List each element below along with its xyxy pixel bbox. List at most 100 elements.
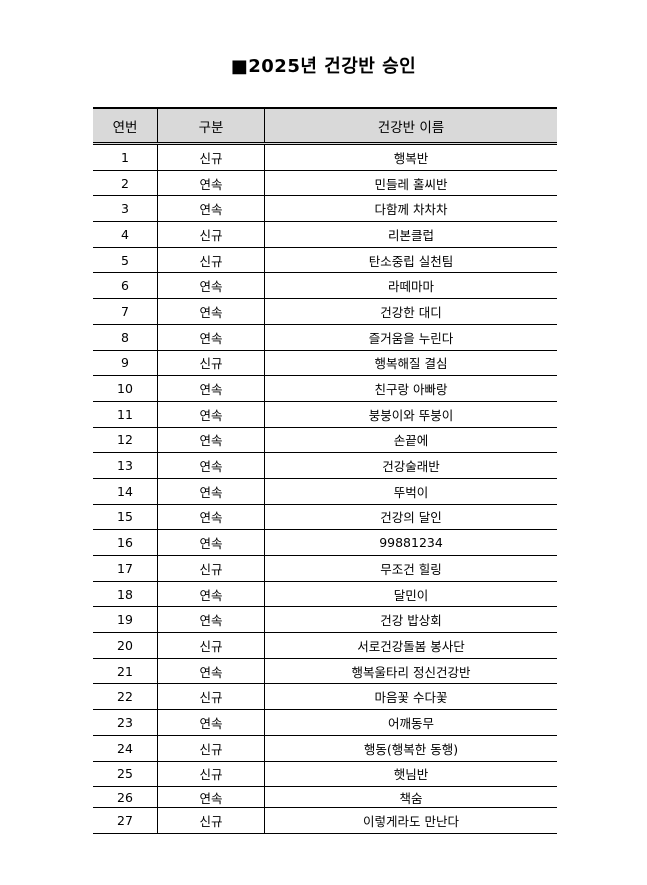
row-number: 26: [93, 786, 158, 809]
table-row: 8 연속 즐거움을 누린다: [93, 324, 557, 351]
row-number: 3: [93, 195, 158, 223]
row-type: 연속: [157, 504, 265, 531]
table-row: 20 신규 서로건강돌봄 봉사단: [93, 632, 557, 659]
row-number: 11: [93, 401, 158, 428]
table-row: 10 연속 친구랑 아빠랑: [93, 375, 557, 402]
table-row: 19 연속 건강 밥상회: [93, 606, 557, 634]
header-name: 건강반 이름: [264, 107, 557, 145]
row-name: 달민이: [264, 581, 557, 608]
row-number: 1: [93, 143, 158, 171]
row-name: 행동(행복한 동행): [264, 735, 557, 762]
row-type: 신규: [157, 143, 265, 171]
row-number: 17: [93, 555, 158, 582]
table-row: 7 연속 건강한 대디: [93, 298, 557, 325]
table-row: 11 연속 붕붕이와 뚜붕이: [93, 401, 557, 428]
row-name: 건강 밥상회: [264, 606, 557, 634]
table-row: 12 연속 손끝에: [93, 427, 557, 454]
row-name: 뚜벅이: [264, 478, 557, 505]
row-number: 2: [93, 170, 158, 197]
table-row: 22 신규 마음꽃 수다꽃: [93, 683, 557, 711]
row-name: 무조건 힐링: [264, 555, 557, 582]
row-number: 24: [93, 735, 158, 762]
row-name: 친구랑 아빠랑: [264, 375, 557, 402]
row-type: 신규: [157, 555, 265, 582]
row-number: 9: [93, 350, 158, 377]
row-type: 신규: [157, 735, 265, 762]
table-row: 2 연속 민들레 홀씨반: [93, 170, 557, 197]
row-number: 21: [93, 658, 158, 685]
table-row: 13 연속 건강술래반: [93, 452, 557, 479]
table-row: 18 연속 달민이: [93, 581, 557, 608]
row-type: 연속: [157, 170, 265, 197]
row-number: 16: [93, 529, 158, 556]
table-row: 5 신규 탄소중립 실천팀: [93, 247, 557, 274]
table-row: 4 신규 리본클럽: [93, 221, 557, 248]
row-name: 서로건강돌봄 봉사단: [264, 632, 557, 659]
row-name: 햇님반: [264, 761, 557, 788]
row-number: 7: [93, 298, 158, 325]
row-type: 연속: [157, 658, 265, 685]
row-type: 연속: [157, 375, 265, 402]
table-row: 6 연속 라떼마마: [93, 272, 557, 300]
row-number: 6: [93, 272, 158, 300]
row-name: 행복울타리 정신건강반: [264, 658, 557, 685]
row-number: 18: [93, 581, 158, 608]
row-name: 이렇게라도 만난다: [264, 807, 557, 834]
row-type: 연속: [157, 324, 265, 351]
table-row: 14 연속 뚜벅이: [93, 478, 557, 505]
row-name: 어깨동무: [264, 709, 557, 736]
row-number: 13: [93, 452, 158, 479]
row-number: 20: [93, 632, 158, 659]
row-number: 14: [93, 478, 158, 505]
table-header: 연번 구분 건강반 이름: [93, 107, 557, 145]
row-name: 붕붕이와 뚜붕이: [264, 401, 557, 428]
row-type: 연속: [157, 427, 265, 454]
row-name: 즐거움을 누린다: [264, 324, 557, 351]
table-row: 27 신규 이렇게라도 만난다: [93, 807, 557, 834]
table-row: 1 신규 행복반: [93, 143, 557, 171]
row-number: 23: [93, 709, 158, 736]
row-type: 연속: [157, 478, 265, 505]
page-title: ■2025년 건강반 승인: [230, 56, 417, 77]
row-number: 19: [93, 606, 158, 634]
row-name: 다함께 차차차: [264, 195, 557, 223]
approval-table: 연번 구분 건강반 이름 1 신규 행복반 2 연속 민들레 홀씨반 3 연속 다함께 차차차 4…: [93, 107, 557, 834]
table-row: 25 신규 햇님반: [93, 761, 557, 788]
row-type: 연속: [157, 709, 265, 736]
table-row: 24 신규 행동(행복한 동행): [93, 735, 557, 762]
row-type: 연속: [157, 786, 265, 809]
table-row: 17 신규 무조건 힐링: [93, 555, 557, 582]
row-type: 연속: [157, 452, 265, 479]
row-number: 22: [93, 683, 158, 711]
table-row: 26 연속 책숨: [93, 786, 557, 809]
table-row: 23 연속 어깨동무: [93, 709, 557, 736]
table-row: 21 연속 행복울타리 정신건강반: [93, 658, 557, 685]
row-type: 연속: [157, 272, 265, 300]
row-number: 27: [93, 807, 158, 834]
row-name: 마음꽃 수다꽃: [264, 683, 557, 711]
row-type: 신규: [157, 350, 265, 377]
row-name: 건강술래반: [264, 452, 557, 479]
row-type: 연속: [157, 581, 265, 608]
row-type: 신규: [157, 247, 265, 274]
table-row: 9 신규 행복해질 결심: [93, 350, 557, 377]
row-number: 25: [93, 761, 158, 788]
row-type: 연속: [157, 298, 265, 325]
row-name: 라떼마마: [264, 272, 557, 300]
row-type: 신규: [157, 632, 265, 659]
table-row: 3 연속 다함께 차차차: [93, 195, 557, 223]
row-type: 신규: [157, 221, 265, 248]
row-type: 연속: [157, 529, 265, 556]
row-type: 신규: [157, 683, 265, 711]
row-name: 99881234: [264, 529, 557, 556]
row-number: 5: [93, 247, 158, 274]
row-name: 행복해질 결심: [264, 350, 557, 377]
table-row: 16 연속 99881234: [93, 529, 557, 556]
row-number: 10: [93, 375, 158, 402]
row-type: 신규: [157, 807, 265, 834]
row-number: 15: [93, 504, 158, 531]
row-name: 탄소중립 실천팀: [264, 247, 557, 274]
row-type: 연속: [157, 606, 265, 634]
row-name: 책숨: [264, 786, 557, 809]
row-number: 4: [93, 221, 158, 248]
